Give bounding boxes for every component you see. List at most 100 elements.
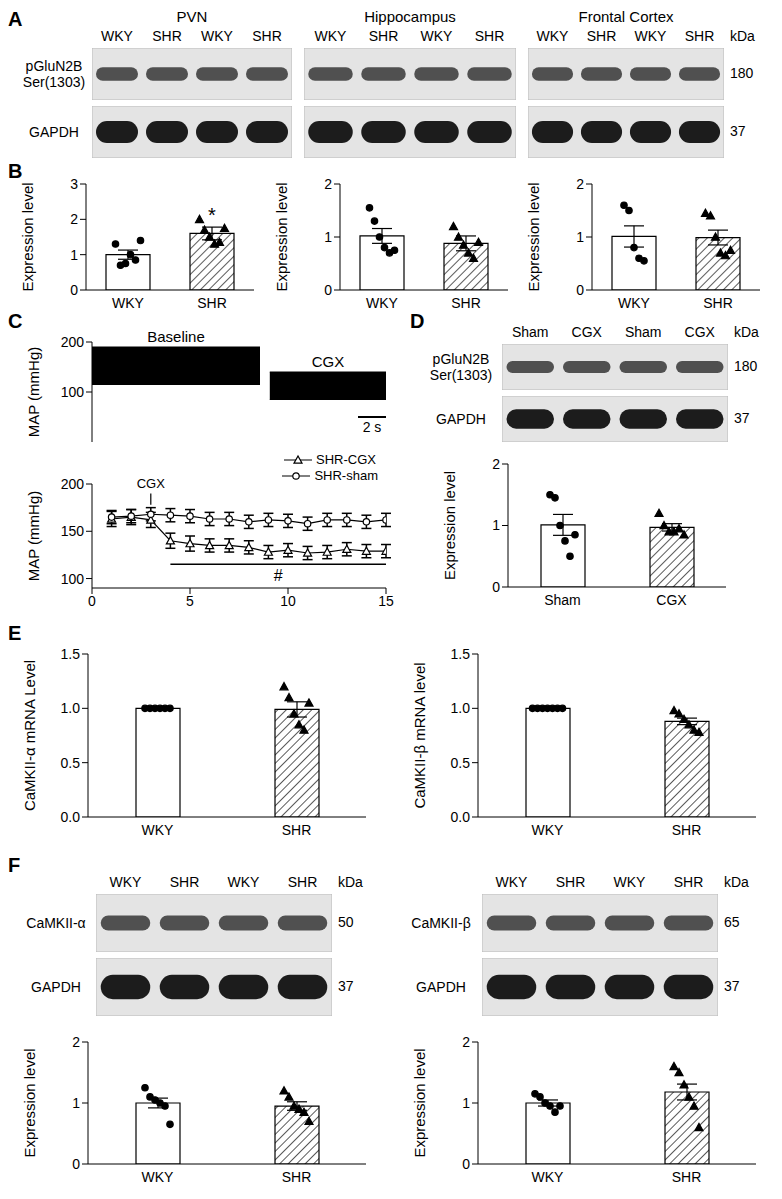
- html-text:pGluN2B: pGluN2B: [25, 58, 83, 74]
- svg-text:100: 100: [61, 384, 85, 400]
- html-text:WKY: WKY: [536, 28, 569, 44]
- svg-text:0: 0: [324, 282, 332, 298]
- svg-text:3: 3: [70, 176, 78, 192]
- html-text:SHR: SHR: [684, 28, 715, 44]
- svg-text:100: 100: [61, 571, 85, 587]
- svg-text:2: 2: [70, 211, 78, 227]
- svg-text:1: 1: [576, 229, 584, 245]
- svg-text:SHR: SHR: [197, 295, 227, 311]
- svg-text:0.5: 0.5: [61, 755, 81, 771]
- html-text:pGluN2B: pGluN2B: [432, 351, 490, 367]
- svg-text:0: 0: [492, 579, 500, 595]
- html-text:SHR: SHR: [252, 28, 282, 44]
- svg-text:CGX: CGX: [312, 353, 345, 370]
- html-text:37: 37: [730, 123, 746, 139]
- svg-text:WKY: WKY: [532, 1169, 565, 1185]
- html-text:SHR: SHR: [152, 28, 182, 44]
- svg-text:SHR: SHR: [672, 822, 702, 838]
- svg-text:1: 1: [72, 1095, 80, 1111]
- svg-text:MAP (mmHg): MAP (mmHg): [25, 347, 42, 438]
- svg-text:200: 200: [61, 334, 85, 350]
- html-text:SHR: SHR: [368, 28, 399, 44]
- html-text:WKY: WKY: [101, 28, 133, 44]
- svg-text:CaMKII-α mRNA Level: CaMKII-α mRNA Level: [21, 660, 38, 811]
- html-text:WKY: WKY: [420, 28, 453, 44]
- svg-text:1: 1: [70, 247, 78, 263]
- svg-text:CaMKII-β mRNA level: CaMKII-β mRNA level: [411, 662, 428, 808]
- html-text:PVN: PVN: [176, 8, 208, 25]
- html-text:SHR: SHR: [586, 28, 617, 44]
- html-text:kDa: kDa: [730, 28, 755, 44]
- svg-text:WKY: WKY: [142, 1169, 175, 1185]
- svg-text:1: 1: [492, 517, 500, 533]
- html-text:WKY: WKY: [201, 28, 233, 44]
- svg-text:SHR: SHR: [451, 295, 481, 311]
- svg-text:Expression level: Expression level: [19, 182, 36, 291]
- svg-text:Expression level: Expression level: [525, 182, 542, 291]
- svg-text:Sham: Sham: [544, 592, 581, 608]
- svg-text:0: 0: [70, 282, 78, 298]
- html-text:WKY: WKY: [634, 28, 667, 44]
- html-text:180: 180: [730, 65, 754, 81]
- svg-text:SHR: SHR: [672, 1169, 702, 1185]
- svg-text:#: #: [274, 567, 283, 584]
- html-text:kDa: kDa: [734, 324, 759, 340]
- html-text:GAPDH: GAPDH: [29, 124, 79, 140]
- svg-text:WKY: WKY: [366, 295, 399, 311]
- svg-text:1.0: 1.0: [451, 700, 471, 716]
- svg-text:2: 2: [492, 456, 500, 472]
- svg-text:5: 5: [186, 593, 194, 609]
- svg-text:0.0: 0.0: [451, 809, 471, 825]
- svg-text:*: *: [208, 204, 216, 226]
- html-text:Frontal Cortex: Frontal Cortex: [578, 8, 674, 25]
- html-text:180: 180: [734, 358, 758, 374]
- svg-text:WKY: WKY: [618, 295, 651, 311]
- svg-text:Baseline: Baseline: [147, 328, 205, 345]
- html-text:Sham: Sham: [625, 324, 662, 340]
- svg-text:CGX: CGX: [656, 592, 687, 608]
- svg-text:2: 2: [462, 1034, 470, 1050]
- svg-text:15: 15: [378, 593, 394, 609]
- html-text:GAPDH: GAPDH: [436, 411, 486, 427]
- svg-text:CGX: CGX: [137, 476, 166, 491]
- svg-text:0: 0: [576, 282, 584, 298]
- svg-text:1.5: 1.5: [61, 646, 81, 662]
- svg-text:0: 0: [462, 1156, 470, 1172]
- html-text:37: 37: [734, 410, 750, 426]
- svg-text:2 s: 2 s: [363, 419, 382, 435]
- svg-text:SHR: SHR: [703, 295, 733, 311]
- html-text:WKY: WKY: [314, 28, 347, 44]
- svg-text:0: 0: [72, 1156, 80, 1172]
- html-text:CaMKII-α: CaMKII-α: [26, 915, 86, 931]
- svg-text:1.5: 1.5: [451, 646, 471, 662]
- svg-text:2: 2: [72, 1034, 80, 1050]
- svg-text:0.5: 0.5: [451, 755, 471, 771]
- html-text:Ser(1303): Ser(1303): [22, 74, 86, 90]
- html-text:Hippocampus: Hippocampus: [364, 8, 456, 25]
- svg-text:WKY: WKY: [112, 295, 145, 311]
- svg-text:WKY: WKY: [142, 822, 175, 838]
- svg-text:1.0: 1.0: [61, 700, 81, 716]
- svg-text:Expression level: Expression level: [441, 471, 458, 580]
- svg-text:Expression level: Expression level: [21, 1048, 38, 1157]
- svg-text:150: 150: [61, 523, 85, 539]
- svg-text:SHR: SHR: [282, 1169, 312, 1185]
- svg-text:200: 200: [61, 476, 85, 492]
- html-text:Ser(1303): Ser(1303): [429, 367, 493, 383]
- svg-text:Expression level: Expression level: [273, 182, 290, 291]
- svg-text:1: 1: [462, 1095, 470, 1111]
- svg-text:10: 10: [280, 593, 296, 609]
- svg-text:1: 1: [324, 229, 332, 245]
- svg-text:0: 0: [88, 593, 96, 609]
- svg-text:0.0: 0.0: [61, 809, 81, 825]
- html-text:CGX: CGX: [684, 324, 715, 340]
- svg-text:2: 2: [324, 176, 332, 192]
- html-text:SHR: SHR: [474, 28, 505, 44]
- svg-text:2: 2: [576, 176, 584, 192]
- html-text:CGX: CGX: [571, 324, 602, 340]
- svg-text:WKY: WKY: [532, 822, 565, 838]
- svg-text:MAP (mmHg): MAP (mmHg): [25, 491, 42, 582]
- svg-text:Expression level: Expression level: [411, 1048, 428, 1157]
- html-text:Sham: Sham: [512, 324, 549, 340]
- svg-text:SHR: SHR: [282, 822, 312, 838]
